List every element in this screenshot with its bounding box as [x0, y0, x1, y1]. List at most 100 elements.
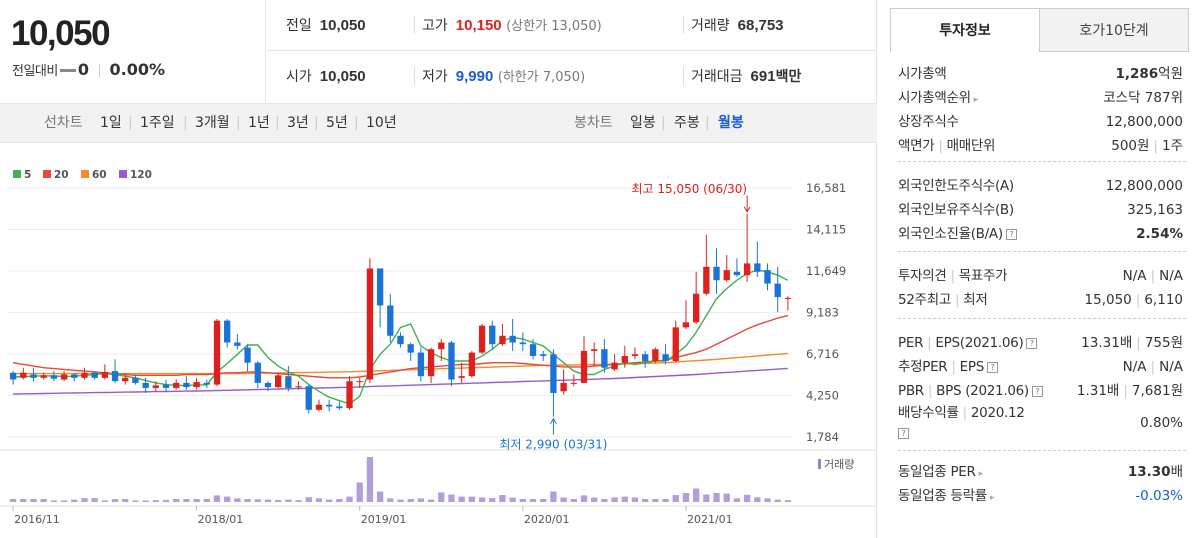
par-value-row: 액면가 | 매매단위 500원 | 1주	[898, 138, 1183, 154]
help-icon[interactable]: ?	[1026, 337, 1038, 349]
volume-bar	[254, 499, 261, 502]
prev-close: 전일 10,050	[286, 17, 366, 34]
current-price-box: 10,050 전일대비 0 0.00%	[0, 0, 266, 102]
candle-body	[183, 382, 190, 388]
candle-body	[91, 372, 98, 378]
volume-label: 거래량	[824, 458, 854, 471]
chart-period-bar: 선차트 1일 | 1주일 | 3개월 | 1년 | 3년 | 5년 | 10년 …	[0, 103, 877, 143]
candle-body	[438, 342, 445, 350]
candle-body	[540, 354, 547, 356]
help-icon[interactable]: ?	[987, 361, 998, 373]
period-3y[interactable]: 3년	[287, 115, 309, 131]
volume-bar	[529, 499, 537, 502]
volume-bar	[672, 495, 679, 502]
candle-body	[336, 406, 343, 409]
candle-body	[213, 320, 221, 385]
x-tick-label: 2018/01	[198, 513, 244, 526]
candle-body	[285, 376, 292, 388]
unchanged-icon	[59, 69, 76, 72]
volume-bar	[111, 499, 119, 502]
volume-bar	[224, 496, 231, 502]
volume-bar	[162, 499, 170, 502]
candle-weekly[interactable]: 주봉	[674, 115, 700, 131]
period-1d[interactable]: 1일	[100, 115, 122, 131]
candle-body	[550, 354, 557, 393]
volume-bar	[397, 499, 404, 502]
candle-body	[162, 384, 170, 388]
trade-amount: 거래대금 691백만	[691, 68, 802, 85]
volume-bar	[244, 499, 251, 502]
candle-body	[264, 382, 272, 388]
volume-bar	[193, 499, 200, 502]
volume-bar	[509, 497, 516, 502]
period-1y[interactable]: 1년	[248, 115, 270, 131]
candle-body	[754, 263, 761, 272]
help-icon[interactable]: ?	[1031, 385, 1043, 397]
pbr-row: PBR | BPS (2021.06)? 1.31배 | 7,681원	[898, 383, 1183, 399]
period-5y[interactable]: 5년	[326, 115, 348, 131]
candle-body	[50, 375, 58, 379]
volume-bar	[519, 499, 526, 502]
candle-body	[20, 372, 27, 378]
x-tick-label: 2021/01	[687, 513, 733, 526]
candle-body	[489, 325, 496, 345]
y-tick-label: 11,649	[806, 264, 846, 278]
week52-row: 52주최고 | 최저 15,050 | 6,110	[898, 292, 1183, 308]
market-cap-row: 시가총액 1,286억원	[898, 66, 1183, 82]
tab-investment-info[interactable]: 투자정보	[890, 8, 1040, 52]
foreign-ratio-row: 외국인소진율(B/A)? 2.54%	[898, 226, 1183, 242]
industry-per-row[interactable]: 동일업종 PER ▸ 13.30배	[898, 464, 1183, 480]
opinion-section: 투자의견 | 목표주가 N/A | N/A 52주최고 | 최저 15,050 | 6,110	[898, 262, 1186, 319]
y-tick-label: 6,716	[806, 347, 839, 361]
candle-chart-label: 봉차트	[574, 115, 613, 131]
candle-body	[478, 325, 486, 353]
valuation-section: PER | EPS(2021.06)? 13.31배 | 755원 추정PER | EPS? N…	[898, 329, 1186, 451]
axis-labels: 16,581 14,115 11,649 9,183 6,716 4,250 1,784 20…	[12, 181, 846, 526]
volume-bar	[417, 498, 425, 502]
period-10y[interactable]: 10년	[366, 115, 397, 131]
volume-bar	[438, 492, 445, 502]
help-icon[interactable]: ?	[898, 427, 909, 439]
candles	[9, 213, 792, 417]
candle-body	[468, 352, 476, 377]
volume-bar	[295, 500, 302, 502]
volume-bar	[621, 496, 628, 502]
candle-body	[580, 350, 588, 383]
x-tick-label: 2020/01	[524, 513, 570, 526]
volume-bar	[550, 491, 557, 502]
candle-monthly[interactable]: 월봉	[718, 115, 744, 131]
period-3m[interactable]: 3개월	[195, 115, 230, 131]
candle-body	[764, 270, 771, 284]
volume-bar	[152, 500, 159, 502]
change-pct: 0.00%	[109, 60, 166, 79]
volume-bar	[142, 500, 149, 502]
volume-bar	[631, 497, 639, 502]
help-icon[interactable]: ?	[1005, 228, 1017, 240]
tab-order-book[interactable]: 호가10단계	[1040, 8, 1189, 52]
volume-bar	[774, 499, 781, 502]
candle-daily[interactable]: 일봉	[630, 115, 656, 131]
candle-body	[509, 335, 516, 343]
candle-body	[519, 342, 526, 345]
volume-bar	[336, 499, 343, 502]
market-rank-row[interactable]: 시가총액순위 ▸ 코스닥 787위	[898, 90, 1183, 106]
volume-bar	[407, 499, 414, 502]
volume-bar	[101, 500, 109, 502]
candle-body	[254, 362, 261, 383]
candle-body	[652, 349, 659, 362]
foreign-hold-row: 외국인보유주식수(B) 325,163	[898, 202, 1183, 218]
period-1w[interactable]: 1주일	[140, 115, 175, 131]
ma-line-5	[13, 269, 789, 405]
line-chart-label: 선차트	[44, 115, 83, 131]
candle-body	[448, 342, 455, 380]
open-price: 시가 10,050	[286, 68, 366, 85]
volume-bar	[662, 499, 669, 502]
legend-swatch-120	[119, 170, 127, 178]
moving-average-lines	[12, 269, 789, 405]
candle-body	[173, 382, 180, 388]
industry-rate-row[interactable]: 동일업종 등락률 ▸ -0.03%	[898, 488, 1183, 504]
volume-bar	[458, 496, 465, 502]
candle-body	[142, 382, 149, 388]
volume-bar	[346, 496, 353, 502]
candle-body	[366, 268, 374, 380]
